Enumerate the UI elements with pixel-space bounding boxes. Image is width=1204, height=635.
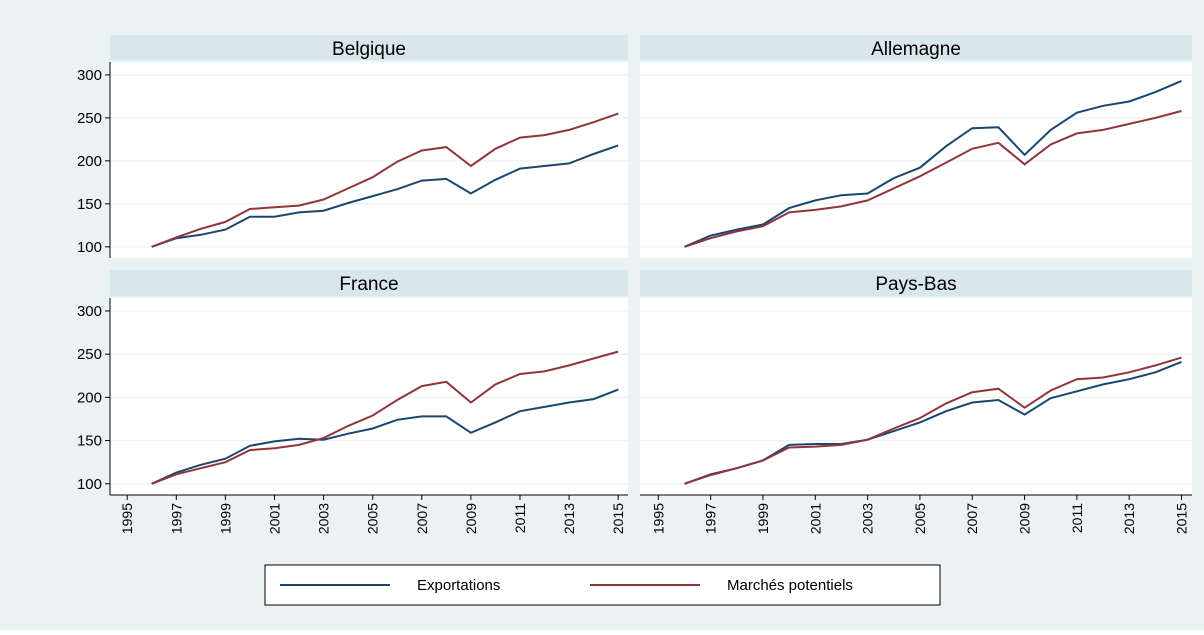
y-tick-label: 200 [77,153,102,170]
x-tick-label: 2011 [1069,503,1085,533]
x-tick-label: 2007 [964,503,980,534]
series-line [151,388,619,485]
y-tick-label: 250 [77,346,102,363]
x-tick-label: 2005 [912,503,928,534]
x-tick-label: 1999 [755,503,771,534]
panel-header [640,270,1192,296]
panel-header [110,270,628,296]
series-line [151,144,619,248]
x-tick-label: 2007 [414,503,430,534]
series-line [684,110,1182,248]
legend-label: Marchés potentiels [727,577,853,594]
x-tick-label: 1995 [650,503,666,534]
x-tick-label: 2005 [365,503,381,534]
series-line [151,350,619,485]
y-tick-label: 250 [77,110,102,127]
plot-area [110,298,628,495]
panel-header [110,35,628,60]
x-tick-label: 2001 [266,503,282,534]
x-tick-label: 2009 [1017,503,1033,534]
x-tick-label: 1999 [217,503,233,534]
x-tick-label: 1995 [119,503,135,534]
x-tick-label: 2003 [860,503,876,534]
panel-title: Belgique [332,39,406,60]
y-tick-label: 150 [77,433,102,450]
x-tick-label: 2003 [316,503,332,534]
x-tick-label: 2001 [807,503,823,534]
x-tick-label: 2015 [1174,503,1190,534]
legend-label: Exportations [417,577,500,594]
series-line [151,112,619,248]
plot-area [640,62,1192,258]
x-tick-label: 2013 [561,503,577,534]
panel-title: Allemagne [871,39,961,60]
x-tick-label: 2009 [463,503,479,534]
y-tick-label: 300 [77,67,102,84]
panel-header [640,35,1192,60]
y-tick-label: 100 [77,239,102,256]
y-tick-label: 200 [77,389,102,406]
panel-title: Pays-Bas [875,274,956,295]
plot-area [110,62,628,258]
x-tick-label: 1997 [168,503,184,534]
plot-area [640,298,1192,495]
y-tick-label: 150 [77,196,102,213]
x-tick-label: 2013 [1121,503,1137,534]
series-line [684,356,1182,485]
series-line [684,79,1182,248]
y-tick-label: 300 [77,303,102,320]
y-tick-label: 100 [77,476,102,493]
x-tick-label: 2015 [610,503,626,534]
x-tick-label: 2011 [512,503,528,533]
panel-title: France [339,274,398,295]
x-tick-label: 1997 [703,503,719,534]
